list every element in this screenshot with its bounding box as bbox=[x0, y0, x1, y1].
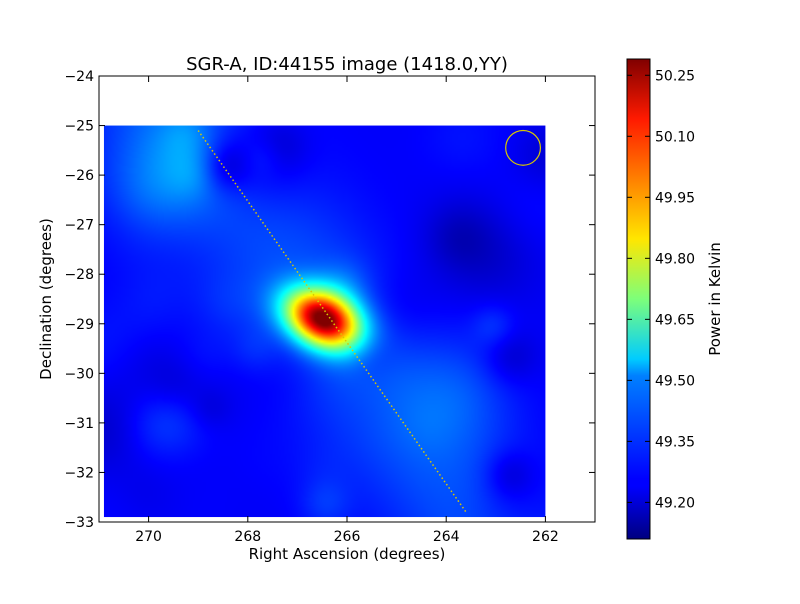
y-tick-label: −32 bbox=[64, 465, 94, 481]
beam-circle bbox=[505, 129, 542, 166]
x-tick-label: 270 bbox=[135, 529, 162, 545]
y-axis-label: Declination (degrees) bbox=[37, 218, 55, 380]
y-tick-label: −28 bbox=[64, 267, 94, 283]
x-tick-label: 266 bbox=[334, 529, 361, 545]
y-tick-label: −26 bbox=[64, 168, 94, 184]
chart-title: SGR-A, ID:44155 image (1418.0,YY) bbox=[186, 54, 508, 75]
x-tick-label: 264 bbox=[433, 529, 460, 545]
y-axis-ticks: −24 −25 −26 −27 −28 −29 −30 −31 −32 −33 bbox=[64, 69, 595, 531]
colorbar bbox=[626, 58, 651, 540]
y-tick-label: −33 bbox=[64, 515, 94, 531]
colorbar-tick-label: 50.10 bbox=[655, 129, 695, 145]
galactic-plane-line bbox=[197, 130, 467, 513]
colorbar-tick-label: 49.65 bbox=[655, 312, 695, 328]
colorbar-tick-label: 49.80 bbox=[655, 251, 695, 267]
overlay-layer bbox=[197, 129, 542, 513]
x-axis-label: Right Ascension (degrees) bbox=[249, 545, 446, 563]
y-tick-label: −29 bbox=[64, 317, 94, 333]
colorbar-label: Power in Kelvin bbox=[706, 242, 724, 356]
x-tick-label: 262 bbox=[532, 529, 559, 545]
heatmap-image bbox=[103, 125, 546, 518]
colorbar-tick-label: 49.95 bbox=[655, 190, 695, 206]
y-tick-label: −30 bbox=[64, 366, 94, 382]
y-tick-label: −25 bbox=[64, 119, 94, 135]
colorbar-tick-label: 49.35 bbox=[655, 434, 695, 450]
y-tick-label: −31 bbox=[64, 416, 94, 432]
y-tick-label: −27 bbox=[64, 218, 94, 234]
x-axis-ticks: 270 268 266 264 262 bbox=[135, 76, 559, 545]
colorbar-tick-label: 49.20 bbox=[655, 495, 695, 511]
y-tick-label: −24 bbox=[64, 69, 94, 85]
colorbar-ticks: 49.20 49.35 49.50 49.65 49.80 49.95 50.10 50.25 bbox=[627, 68, 695, 511]
colorbar-tick-label: 50.25 bbox=[655, 68, 695, 84]
colorbar-tick-label: 49.50 bbox=[655, 373, 695, 389]
x-tick-label: 268 bbox=[234, 529, 261, 545]
